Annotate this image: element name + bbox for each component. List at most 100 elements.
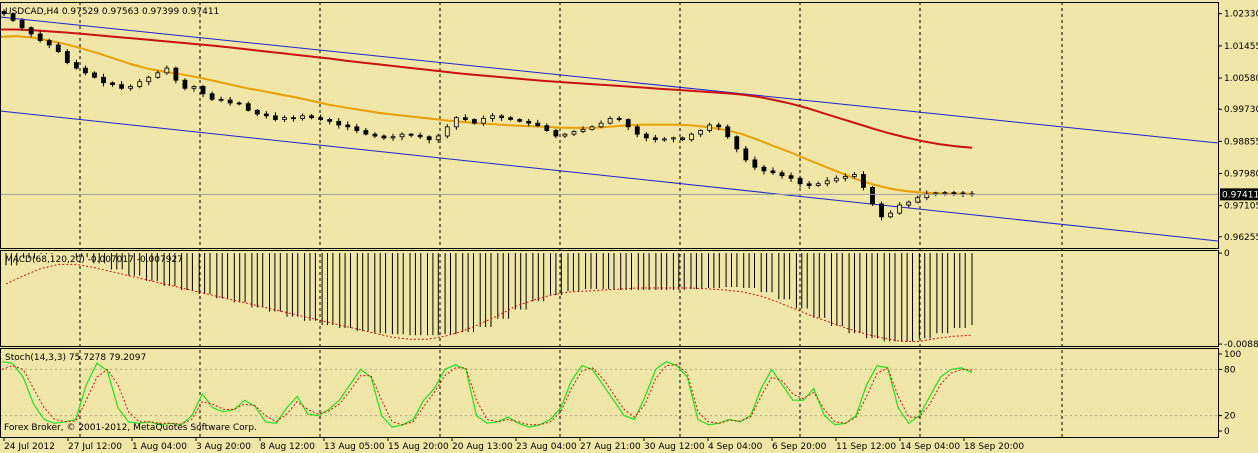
candle-70 xyxy=(634,124,640,138)
candle-72 xyxy=(652,134,658,143)
x-tick-label-6: 15 Aug 20:00 xyxy=(388,442,449,452)
candle-15 xyxy=(137,78,143,89)
candle-body xyxy=(209,93,215,100)
macd-axis-label-1: -0.00886 xyxy=(1224,340,1258,350)
candle-body xyxy=(517,119,523,122)
candle-51 xyxy=(462,114,468,122)
candle-body xyxy=(616,117,622,120)
price-axis-label-6: 0.97105 xyxy=(1224,202,1258,212)
candle-body xyxy=(580,129,586,133)
candle-76 xyxy=(689,132,694,142)
stoch-main-line xyxy=(1,361,973,428)
candle-80 xyxy=(725,124,731,139)
candle-body xyxy=(318,117,324,120)
candle-body xyxy=(761,166,767,172)
candle-body xyxy=(770,170,776,174)
candle-52 xyxy=(472,118,477,125)
candle-body xyxy=(73,62,79,69)
candle-29 xyxy=(263,111,269,119)
candle-body xyxy=(779,172,785,177)
candle-body xyxy=(571,131,577,135)
candle-0 xyxy=(1,9,7,17)
macd-panel xyxy=(5,253,973,342)
candle-45 xyxy=(408,133,414,138)
candle-64 xyxy=(580,126,586,134)
candle-body xyxy=(734,136,740,150)
candle-8 xyxy=(73,59,79,70)
candle-body xyxy=(417,134,423,138)
candle-87 xyxy=(788,172,794,182)
candle-body xyxy=(19,19,25,29)
candle-6 xyxy=(55,42,61,53)
stoch-axis-label-1: 80 xyxy=(1224,365,1236,375)
candle-14 xyxy=(128,84,134,91)
current-price-badge xyxy=(1220,188,1258,201)
candle-body xyxy=(254,109,260,115)
candle-97 xyxy=(879,201,884,221)
candle-body xyxy=(372,133,378,137)
price-axis-label-4: 0.98855 xyxy=(1224,137,1258,147)
candle-body xyxy=(282,117,287,120)
candle-60 xyxy=(544,123,550,132)
candle-body xyxy=(110,82,115,86)
candle-84 xyxy=(761,164,767,175)
candle-99 xyxy=(897,202,903,215)
candle-77 xyxy=(698,129,703,137)
stoch-axis-label-3: 0 xyxy=(1224,427,1230,437)
candle-91 xyxy=(824,177,830,187)
candle-body xyxy=(1,11,7,15)
candle-30 xyxy=(273,112,278,122)
candle-46 xyxy=(417,132,423,139)
candle-36 xyxy=(327,117,333,125)
candle-body xyxy=(526,120,532,124)
candle-body xyxy=(381,135,387,139)
candle-79 xyxy=(716,122,722,131)
candle-body xyxy=(535,122,541,127)
candle-body xyxy=(906,201,912,206)
candle-body xyxy=(716,124,722,128)
candle-104 xyxy=(942,190,948,196)
candle-body xyxy=(879,203,884,218)
candle-98 xyxy=(888,210,893,219)
candle-body xyxy=(146,76,152,83)
candle-body xyxy=(119,84,125,89)
candle-33 xyxy=(300,113,305,121)
candle-body xyxy=(345,124,351,128)
candle-body xyxy=(426,136,432,141)
candle-1 xyxy=(10,12,16,23)
candle-17 xyxy=(155,70,161,79)
candle-90 xyxy=(815,181,821,187)
candle-body xyxy=(625,119,631,128)
candle-body xyxy=(788,175,794,179)
candle-body xyxy=(824,180,830,185)
candle-49 xyxy=(444,124,450,139)
x-tick-label-14: 14 Sep 04:00 xyxy=(900,442,960,452)
candle-75 xyxy=(680,136,685,141)
price-axis-label-1: 1.01455 xyxy=(1224,42,1258,52)
candle-24 xyxy=(218,96,224,103)
candle-40 xyxy=(363,127,369,136)
candle-body xyxy=(806,183,812,186)
x-tick-label-12: 6 Sep 20:00 xyxy=(772,442,827,452)
candle-94 xyxy=(851,172,857,179)
candle-85 xyxy=(770,167,776,175)
candle-11 xyxy=(101,73,106,87)
panel-frames xyxy=(0,2,1219,438)
candle-body xyxy=(698,130,703,135)
candle-body xyxy=(815,183,821,186)
candle-31 xyxy=(282,115,287,122)
candle-body xyxy=(499,115,504,119)
candle-74 xyxy=(671,136,676,143)
candle-39 xyxy=(354,123,360,134)
candle-100 xyxy=(906,200,912,208)
candle-body xyxy=(399,133,405,138)
candle-body xyxy=(28,27,34,35)
candle-63 xyxy=(571,129,577,137)
candle-body xyxy=(273,115,278,120)
candle-body xyxy=(562,133,568,137)
x-tick-label-7: 20 Aug 13:00 xyxy=(452,442,513,452)
price-panel-title: USDCAD,H4 0.97529 0.97563 0.97399 0.9741… xyxy=(5,7,219,17)
channel-upper-line xyxy=(0,16,1219,144)
candle-body xyxy=(481,117,486,124)
